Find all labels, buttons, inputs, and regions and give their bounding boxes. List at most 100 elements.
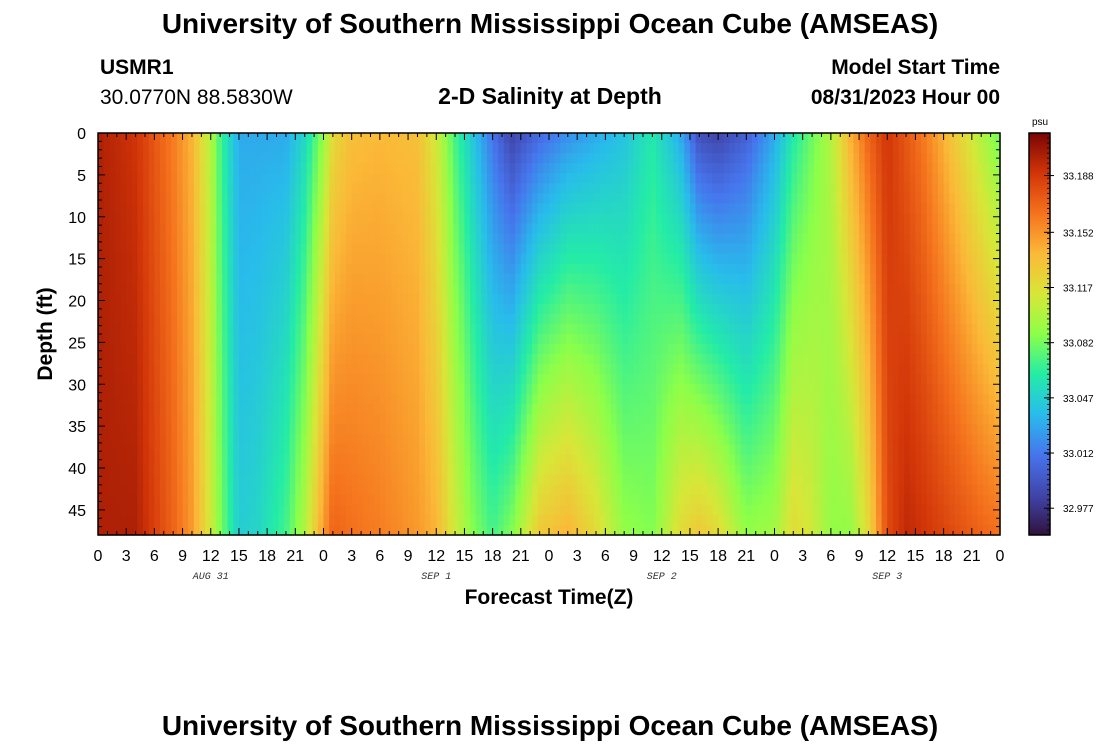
heatmap-cell [661,173,668,184]
heatmap-cell [357,313,364,325]
heatmap-cell [374,414,381,426]
heatmap-cell [577,233,584,245]
heatmap-cell [768,303,776,315]
heatmap-cell [436,153,443,164]
heatmap-cell [120,263,127,275]
heatmap-cell [740,434,747,446]
heatmap-cell [475,133,482,144]
heatmap-cell [351,223,358,235]
heatmap-cell [199,303,206,315]
heatmap-cell [391,253,398,265]
heatmap-cell [205,464,212,476]
heatmap-cell [222,344,229,355]
heatmap-cell [616,263,623,275]
heatmap-cell [267,193,274,204]
heatmap-cell [453,344,460,355]
heatmap-cell [126,464,133,476]
heatmap-cell [368,334,375,345]
heatmap-cell [160,223,167,235]
heatmap-cell [695,213,702,225]
heatmap-cell [272,394,279,405]
heatmap-cell [272,233,279,245]
heatmap-cell [746,203,753,214]
heatmap-cell [735,153,742,164]
heatmap-cell [729,223,736,235]
heatmap-cell [661,293,668,305]
heatmap-cell [588,434,595,446]
heatmap-cell [176,143,184,154]
heatmap-cell [261,374,268,385]
heatmap-cell [774,133,781,144]
heatmap-cell [560,183,567,194]
heatmap-cell [791,344,798,355]
heatmap-cell [701,444,708,456]
heatmap-cell [205,424,212,436]
heatmap-cell [611,474,618,486]
heatmap-cell [639,293,646,305]
heatmap-cell [644,143,652,154]
heatmap-cell [317,384,325,395]
heatmap-cell [791,424,798,436]
heatmap-cell [436,344,443,355]
heatmap-cell [193,344,201,355]
heatmap-cell [408,323,415,335]
heatmap-cell [171,193,178,204]
heatmap-cell [599,223,606,235]
heatmap-cell [278,273,285,285]
heatmap-cell [746,193,753,204]
heatmap-cell [148,484,155,496]
heatmap-cell [391,494,398,506]
heatmap-cell [735,303,742,315]
heatmap-cell [362,344,370,355]
heatmap-cell [594,223,601,235]
heatmap-cell [520,213,528,225]
heatmap-cell [486,364,494,375]
heatmap-cell [317,404,325,415]
heatmap-cell [712,223,719,235]
heatmap-cell [238,203,246,214]
heatmap-cell [205,253,212,265]
heatmap-cell [549,193,556,204]
heatmap-cell [329,313,336,325]
heatmap-cell [424,273,432,285]
heatmap-cell [763,484,770,496]
heatmap-cell [165,203,172,214]
heatmap-cell [284,344,291,355]
heatmap-cell [193,283,201,295]
heatmap-cell [746,173,753,184]
heatmap-cell [312,384,319,395]
heatmap-cell [188,213,195,225]
heatmap-cell [222,193,229,204]
heatmap-cell [486,494,494,506]
heatmap-cell [684,173,691,184]
heatmap-cell [272,243,279,255]
heatmap-cell [791,434,798,446]
heatmap-cell [323,504,330,516]
heatmap-cell [120,524,127,536]
heatmap-cell [362,153,370,164]
heatmap-cell [543,444,550,456]
heatmap-cell [250,524,257,536]
heatmap-cell [391,173,398,184]
heatmap-cell [768,514,776,526]
heatmap-cell [515,323,522,335]
heatmap-cell [154,374,161,385]
heatmap-cell [543,133,550,144]
heatmap-cell [176,504,184,516]
heatmap-cell [424,193,432,204]
heatmap-cell [757,444,764,456]
heatmap-cell [560,494,567,506]
heatmap-cell [250,464,257,476]
heatmap-cell [137,364,144,375]
heatmap-cell [486,434,494,446]
heatmap-cell [317,364,325,375]
heatmap-cell [560,504,567,516]
heatmap-cell [492,323,499,335]
heatmap-cell [746,233,753,245]
heatmap-cell [374,524,381,536]
heatmap-cell [165,374,172,385]
heatmap-cell [98,223,105,235]
heatmap-cell [126,303,133,315]
heatmap-cell [284,313,291,325]
heatmap-cell [689,203,697,214]
